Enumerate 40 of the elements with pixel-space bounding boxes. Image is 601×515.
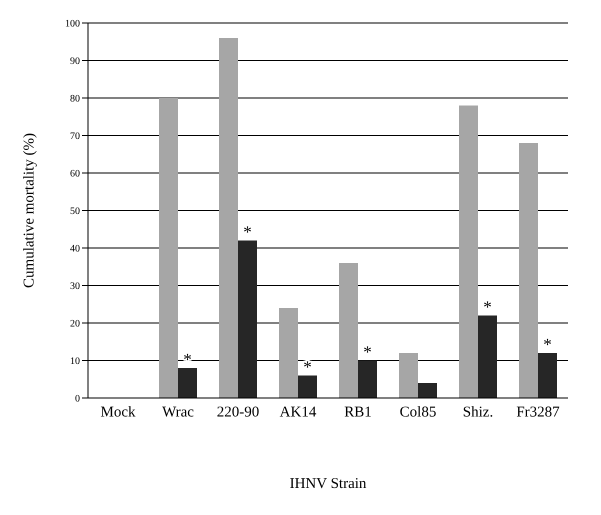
bar	[358, 360, 377, 398]
bar	[459, 106, 478, 398]
y-tick-label: 60	[70, 168, 80, 180]
x-tick-label: Col85	[400, 404, 436, 421]
y-axis-title: Cumulative mortality (%)	[21, 133, 38, 288]
y-tick-label: 10	[70, 356, 80, 368]
annotation: *	[303, 358, 312, 376]
bar	[298, 376, 317, 398]
y-tick-label: 90	[70, 56, 80, 68]
y-tick-label: 70	[70, 131, 80, 142]
y-tick-label: 30	[70, 281, 80, 292]
bar	[219, 38, 238, 398]
x-tick-label: Shiz.	[462, 404, 494, 421]
y-tick-label: 100	[65, 18, 80, 30]
bar	[519, 143, 538, 398]
x-tick-label: Wrac	[162, 404, 194, 421]
bar	[538, 353, 557, 398]
bar	[159, 98, 178, 398]
x-tick-label: AK14	[280, 404, 317, 421]
x-tick-label: Fr3287	[516, 404, 560, 421]
y-tick-label: 50	[70, 206, 80, 218]
bar	[339, 263, 358, 398]
bar	[478, 316, 497, 398]
x-axis-title: IHNV Strain	[290, 476, 367, 492]
annotation: *	[543, 335, 552, 354]
bar	[418, 383, 437, 398]
y-tick-label: 40	[70, 244, 80, 255]
x-tick-label: RB1	[344, 404, 372, 421]
bar	[178, 368, 197, 398]
bar	[399, 353, 418, 398]
annotation: *	[243, 222, 252, 242]
bar	[279, 308, 298, 398]
annotation: *	[483, 298, 492, 316]
y-tick-label: 20	[70, 318, 80, 330]
annotation: *	[363, 342, 372, 362]
x-tick-label: 220-90	[216, 404, 260, 421]
y-tick-label: 0	[75, 394, 80, 405]
x-tick-label: Mock	[100, 404, 136, 421]
y-tick-label: 80	[70, 94, 80, 105]
bar	[238, 240, 257, 398]
